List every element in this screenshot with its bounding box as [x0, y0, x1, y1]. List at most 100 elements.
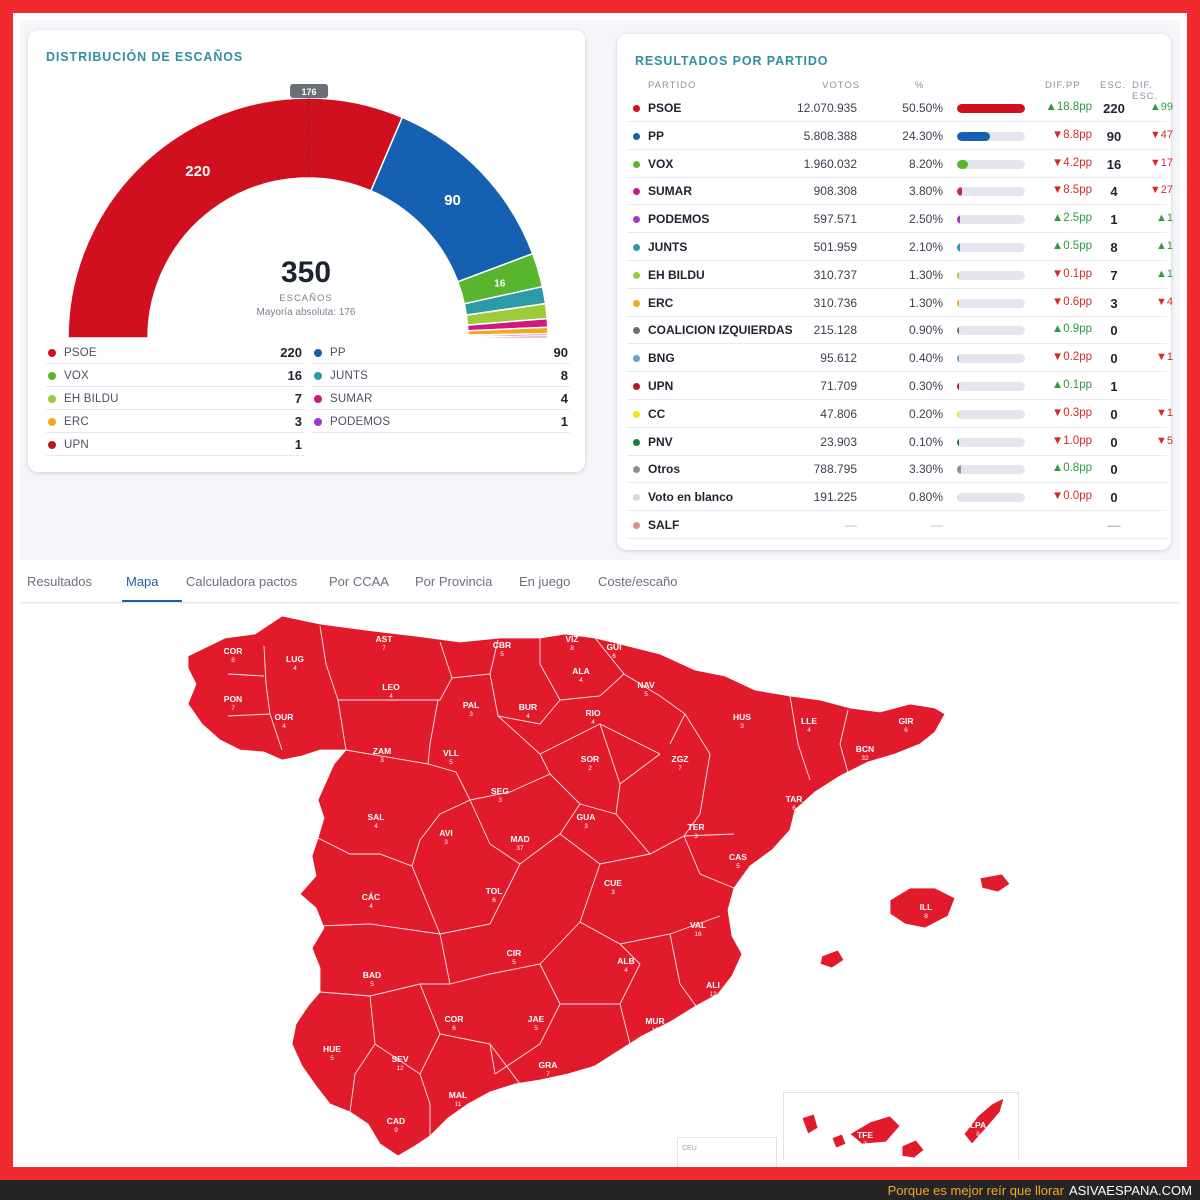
province-seats: 4 — [807, 727, 811, 734]
province-label[interactable]: SEV — [391, 1054, 408, 1064]
province-label[interactable]: AST — [376, 634, 394, 644]
hemicycle-segment-psoe[interactable] — [67, 97, 404, 339]
province-label[interactable]: AVI — [439, 828, 453, 838]
province-label[interactable]: VLL — [443, 748, 459, 758]
province-label[interactable]: GUA — [577, 812, 596, 822]
result-row-psoe[interactable]: PSOE 12.070.935 50.50% ▲18.8pp 220 ▲99 — [627, 94, 1173, 122]
result-row-upn[interactable]: UPN 71.709 0.30% ▲0.1pp 1 — [627, 372, 1167, 400]
legend-item-sumar[interactable]: SUMAR 4 — [312, 388, 570, 410]
province-label[interactable]: ZAM — [373, 746, 391, 756]
hemicycle-segment-upn[interactable] — [467, 335, 549, 339]
province-label[interactable]: PON — [224, 694, 242, 704]
province-seats: 3 — [611, 889, 615, 896]
province-label[interactable]: GUI — [606, 642, 621, 652]
result-row-eh-bildu[interactable]: EH BILDU 310.737 1.30% ▼0.1pp 7 ▲1 — [627, 261, 1173, 289]
result-row-podemos[interactable]: PODEMOS 597.571 2.50% ▲2.5pp 1 ▲1 — [627, 205, 1173, 234]
province-label[interactable]: SOR — [581, 754, 599, 764]
tab-calculadora-pactos[interactable]: Calculadora pactos — [186, 574, 298, 589]
province-label[interactable]: CIR — [507, 948, 522, 958]
result-row-erc[interactable]: ERC 310.736 1.30% ▼0.6pp 3 ▼4 — [627, 289, 1173, 317]
legend-name: EH BILDU — [64, 392, 119, 405]
tab-en-juego[interactable]: En juego — [519, 574, 571, 589]
legend-item-junts[interactable]: JUNTS 8 — [312, 365, 570, 387]
province-label[interactable]: BCN — [856, 744, 874, 754]
arc-label-vox: 16 — [494, 278, 506, 289]
province-label[interactable]: HUE — [323, 1044, 341, 1054]
province-label[interactable]: LUG — [286, 654, 304, 664]
party-name: Voto en blanco — [648, 490, 734, 505]
province-label[interactable]: ZGZ — [672, 754, 689, 764]
province-label[interactable]: SEG — [491, 786, 509, 796]
province-label[interactable]: HUS — [733, 712, 751, 722]
province-label[interactable]: TAR — [786, 794, 803, 804]
tab-coste-esca-o[interactable]: Coste/escaño — [598, 574, 678, 589]
province-label[interactable]: MAD — [510, 834, 529, 844]
province-label[interactable]: COR — [224, 646, 243, 656]
province-seats: 3 — [740, 723, 744, 730]
result-row-vox[interactable]: VOX 1.960.032 8.20% ▼4.2pp 16 ▼17 — [627, 150, 1173, 178]
province-label[interactable]: ALM — [594, 1070, 612, 1080]
legend-item-pp[interactable]: PP 90 — [312, 342, 570, 364]
result-row-bng[interactable]: BNG 95.612 0.40% ▼0.2pp 0 ▼1 — [627, 344, 1173, 373]
province-label[interactable]: SAL — [368, 812, 385, 822]
province-label[interactable]: GIR — [898, 716, 913, 726]
province-label[interactable]: ALA — [572, 666, 589, 676]
tab-por-provincia[interactable]: Por Provincia — [415, 574, 493, 589]
province-label[interactable]: PAL — [463, 700, 479, 710]
result-row-junts[interactable]: JUNTS 501.959 2.10% ▲0.5pp 8 ▲1 — [627, 233, 1173, 261]
province-label[interactable]: BAD — [363, 970, 381, 980]
vote-share-bar — [957, 131, 1025, 141]
province-label[interactable]: CAD — [387, 1116, 405, 1126]
province-seats: 7 — [863, 1141, 867, 1148]
province-label[interactable]: CAS — [729, 852, 747, 862]
ibiza-shape — [819, 949, 845, 969]
legend-item-upn[interactable]: UPN 1 — [46, 434, 304, 456]
province-label[interactable]: GRA — [539, 1060, 558, 1070]
result-row-voto-en-blanco[interactable]: Voto en blanco 191.225 0.80% ▼0.0pp 0 — [627, 483, 1167, 512]
province-label[interactable]: OUR — [275, 712, 294, 722]
legend-item-vox[interactable]: VOX 16 — [46, 365, 304, 387]
province-seats: 7 — [546, 1071, 550, 1078]
province-label[interactable]: JAE — [528, 1014, 545, 1024]
province-label[interactable]: MAL — [449, 1090, 467, 1100]
province-label[interactable]: TFE — [857, 1130, 873, 1140]
tab-mapa[interactable]: Mapa — [126, 574, 159, 589]
province-label[interactable]: RIO — [585, 708, 601, 718]
province-label[interactable]: MUR — [645, 1016, 664, 1026]
diff-pp: ▲2.5pp — [1051, 212, 1092, 225]
province-label[interactable]: LPA — [970, 1120, 986, 1130]
province-label[interactable]: VAL — [690, 920, 706, 930]
province-label[interactable]: NAV — [637, 680, 655, 690]
legend-item-eh-bildu[interactable]: EH BILDU 7 — [46, 388, 304, 410]
tab-resultados[interactable]: Resultados — [27, 574, 93, 589]
province-label[interactable]: CBR — [493, 640, 511, 650]
result-row-coalicion-izquierdas[interactable]: COALICION IZQUIERDAS 215.128 0.90% ▲0.9pp 0 — [627, 316, 1167, 345]
result-row-otros[interactable]: Otros 788.795 3.30% ▲0.8pp 0 — [627, 455, 1167, 484]
province-label[interactable]: CÁC — [362, 892, 380, 902]
province-label[interactable]: VIZ — [565, 634, 578, 644]
province-label[interactable]: ALI — [706, 980, 720, 990]
province-label[interactable]: ALB — [617, 956, 634, 966]
legend-item-erc[interactable]: ERC 3 — [46, 411, 304, 433]
province-label[interactable]: LEO — [382, 682, 400, 692]
result-row-pnv[interactable]: PNV 23.903 0.10% ▼1.0pp 0 ▼5 — [627, 428, 1173, 456]
result-row-salf[interactable]: SALF — — — — [627, 511, 1167, 539]
legend-name: SUMAR — [330, 392, 373, 405]
province-label[interactable]: TER — [688, 822, 705, 832]
province-label[interactable]: COR — [445, 1014, 464, 1024]
spain-map: COR 8 LUG 4 AST 7 CBR 5 VIZ 8 GUI 6 ALA 4 NAV 5 LEO 4 PAL 3… — [20, 604, 1180, 1167]
result-row-cc[interactable]: CC 47.806 0.20% ▼0.3pp 0 ▼1 — [627, 400, 1173, 428]
province-label[interactable]: BUR — [519, 702, 537, 712]
legend-item-podemos[interactable]: PODEMOS 1 — [312, 411, 570, 433]
party-votes: 71.709 — [820, 379, 857, 393]
party-name: PSOE — [648, 101, 682, 115]
result-row-sumar[interactable]: SUMAR 908.308 3.80% ▼8.5pp 4 ▼27 — [627, 177, 1173, 206]
legend-seats: 16 — [287, 368, 302, 383]
result-row-pp[interactable]: PP 5.808.388 24.30% ▼8.8pp 90 ▼47 — [627, 122, 1173, 150]
province-label[interactable]: CUE — [604, 878, 622, 888]
province-label[interactable]: LLE — [801, 716, 817, 726]
province-label[interactable]: TOL — [486, 886, 503, 896]
province-label[interactable]: ILL — [920, 902, 933, 912]
legend-item-psoe[interactable]: PSOE 220 — [46, 342, 304, 364]
tab-por-ccaa[interactable]: Por CCAA — [329, 574, 389, 589]
